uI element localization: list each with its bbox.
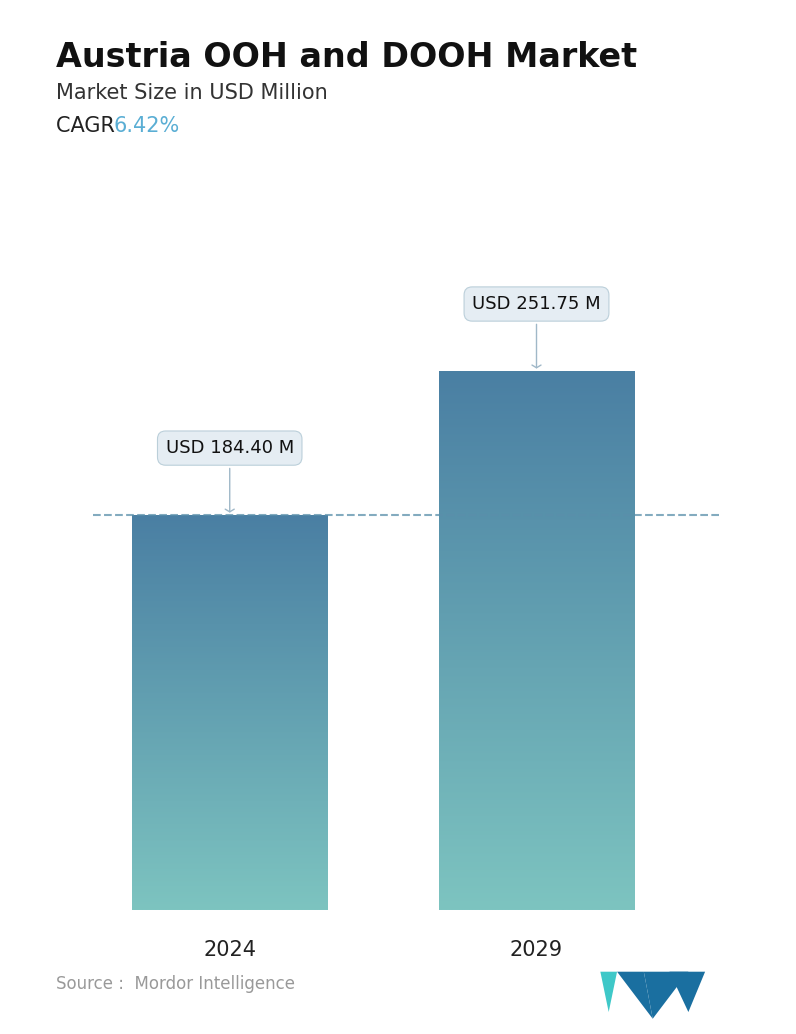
Text: Market Size in USD Million: Market Size in USD Million: [56, 83, 327, 102]
Polygon shape: [669, 972, 705, 1012]
Polygon shape: [617, 972, 653, 1018]
Text: CAGR: CAGR: [56, 116, 128, 135]
Text: Source :  Mordor Intelligence: Source : Mordor Intelligence: [56, 975, 295, 993]
Text: 2024: 2024: [203, 940, 256, 960]
Text: USD 184.40 M: USD 184.40 M: [166, 439, 294, 512]
Polygon shape: [644, 972, 689, 1018]
Text: Austria OOH and DOOH Market: Austria OOH and DOOH Market: [56, 41, 637, 74]
Polygon shape: [600, 972, 617, 1012]
Text: 2029: 2029: [510, 940, 563, 960]
Text: 6.42%: 6.42%: [113, 116, 179, 135]
Text: USD 251.75 M: USD 251.75 M: [472, 295, 601, 368]
